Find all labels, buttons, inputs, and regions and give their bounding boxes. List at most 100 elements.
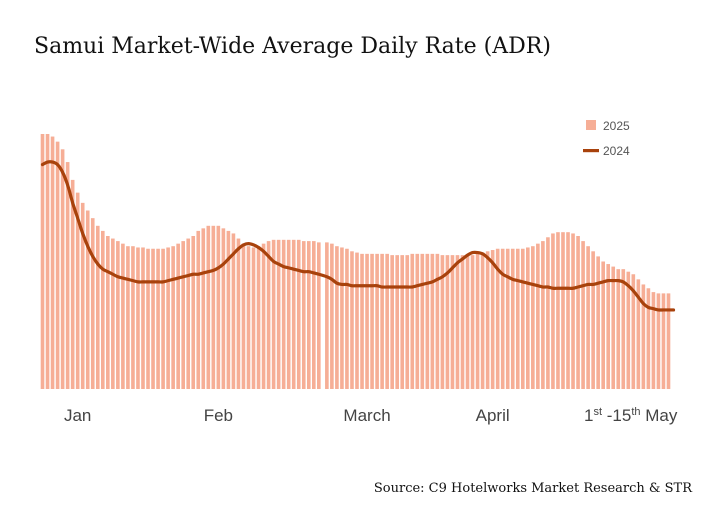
bar-2025 [631,274,636,389]
bar-2025 [551,233,555,389]
bar-2025 [440,255,445,390]
bar-2025 [231,233,236,389]
bar-2025 [420,253,425,389]
bar-2025 [100,230,105,389]
bar-2025 [505,248,510,389]
bar-2025 [490,250,495,389]
bar-2025 [286,239,291,389]
source-note: Source: C9 Hotelworks Market Research & … [373,481,692,496]
x-axis-labels: Jan Feb March April 1st -15th May [64,406,678,425]
bar-2025 [50,136,55,389]
bar-2025 [186,238,191,389]
x-tick-label: April [476,406,510,425]
bar-2025 [171,246,175,389]
bar-2025 [415,253,420,389]
bar-2025 [296,239,301,389]
bar-2025 [271,239,276,389]
bar-2025 [340,247,344,389]
bar-2025 [410,253,415,389]
bar-2025 [531,246,535,389]
bar-2025 [136,247,140,389]
bar-series-2025 [40,134,671,390]
bar-2025 [246,246,251,389]
bar-2025 [460,255,465,390]
bar-2025 [586,246,590,389]
bar-2025 [571,233,575,389]
bar-2025 [601,261,605,389]
bar-2025 [151,248,155,389]
bar-2025 [651,292,656,389]
bar-2025 [500,248,505,389]
bar-2025 [40,134,45,389]
x-tick-label: Feb [204,406,233,425]
bar-2025 [576,236,580,389]
legend: 2025 2024 [583,119,630,158]
bar-2025 [206,225,211,389]
x-tick-label: 1st -15th May [584,406,678,425]
bar-2025 [141,247,145,389]
bar-2025 [60,149,65,389]
x-tick-label: Jan [64,406,91,425]
bar-2025 [266,241,271,389]
bar-2025 [400,255,405,390]
bar-2025 [90,218,95,389]
bar-2025 [256,246,261,389]
bar-2025 [350,251,354,389]
bar-2025 [636,279,641,389]
bar-2025 [435,253,440,389]
bar-2025 [70,179,75,389]
bar-2025 [181,241,185,389]
bar-2025 [236,238,241,389]
bar-2025 [345,248,349,389]
x-tick-label: March [343,406,390,425]
bar-2025 [216,225,221,389]
bar-2025 [335,246,339,389]
bar-2025 [656,293,661,390]
bar-2025 [281,239,286,389]
bar-2025 [251,247,256,389]
bar-2025 [520,248,525,389]
bar-2025 [566,232,570,389]
bar-2025 [646,288,651,389]
bar-2025 [221,228,226,389]
bar-2025 [515,248,520,389]
bar-2025 [211,225,216,389]
bar-2025 [55,141,60,389]
bar-2025 [312,241,316,389]
bar-2025 [606,264,611,389]
bar-2025 [156,248,160,389]
bar-2025 [111,238,115,389]
bar-2025 [226,230,231,389]
bar-2025 [480,252,485,389]
bar-2025 [390,255,394,390]
bar-2025 [80,202,85,389]
bar-2025 [450,255,455,390]
bar-2025 [541,241,545,389]
bar-2025 [360,253,364,389]
bar-2025 [561,232,565,389]
bar-2025 [65,162,70,389]
bar-2025 [495,248,500,389]
bar-2025 [355,252,359,389]
bar-2025 [116,241,120,389]
legend-swatch-2025 [586,120,596,130]
bar-2025 [536,243,540,389]
bar-2025 [526,247,530,389]
bar-2025 [596,256,600,389]
bar-2025 [365,253,369,389]
bar-2025 [176,243,180,389]
bar-2025 [161,248,165,389]
bar-2025 [375,253,379,389]
bar-2025 [325,242,329,390]
bar-2025 [370,253,374,389]
bar-2025 [385,253,389,389]
bar-2025 [666,293,671,390]
bar-2025 [126,246,130,389]
bar-2025 [121,243,125,389]
bar-2025 [591,251,595,389]
bar-2025 [395,255,399,390]
bar-2025 [430,253,435,389]
line-series-2024 [40,160,676,312]
bar-2025 [470,255,475,390]
